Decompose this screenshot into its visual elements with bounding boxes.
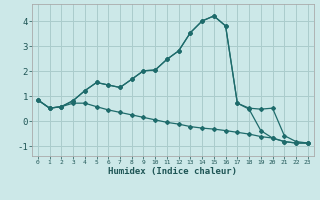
X-axis label: Humidex (Indice chaleur): Humidex (Indice chaleur) — [108, 167, 237, 176]
